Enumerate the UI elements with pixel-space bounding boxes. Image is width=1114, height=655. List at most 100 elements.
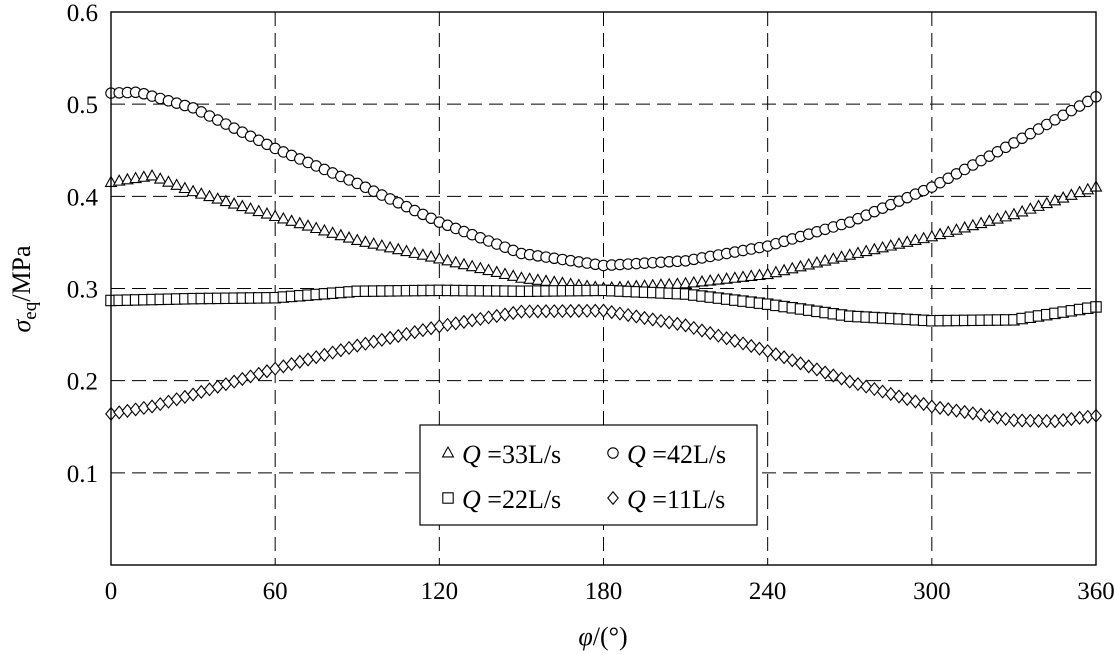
legend-box [419,424,758,526]
diamond-marker [367,334,380,349]
triangle-marker [153,172,167,184]
triangle-marker [342,231,356,243]
diamond-marker [827,368,840,383]
diamond-marker [868,381,881,397]
triangle-marker [129,171,143,184]
triangle-marker [408,246,422,258]
diamond-marker [187,387,199,402]
triangle-marker [186,184,200,197]
triangle-marker [523,272,537,284]
diamond-marker [236,371,249,387]
triangle-marker [260,207,274,219]
diamond-marker [958,404,971,420]
triangle-marker [424,250,438,262]
legend-var: Q [462,485,481,514]
diamond-marker [564,303,577,319]
triangle-marker [432,251,446,264]
triangle-marker [227,197,241,209]
triangle-marker [457,257,471,270]
legend-entry-label: Q =42L/s [627,440,726,469]
diamond-marker [1008,413,1020,428]
triangle-marker [334,228,348,241]
diamond-marker [425,321,438,336]
triangle-marker [744,269,758,281]
triangle-marker [375,238,389,251]
diamond-marker [400,326,413,342]
x-tick-label: 0 [105,578,118,605]
series-circle [105,86,1102,272]
diamond-marker [548,304,561,319]
diamond-marker [154,396,167,412]
diamond-marker [646,312,659,327]
diamond-marker [630,309,643,324]
diamond-marker [778,350,790,365]
diamond-marker [843,374,856,389]
diamond-marker [860,379,873,394]
diamond-marker [950,403,963,418]
diamond-marker [991,410,1004,425]
diamond-marker [1016,413,1029,428]
diamond-marker [285,356,298,372]
legend-var: Q [627,485,646,514]
x-axis-symbol: φ [578,622,592,651]
triangle-marker [211,192,225,204]
triangle-marker [252,204,266,217]
diamond-marker [679,318,692,333]
y-axis-subscript: eq [20,301,41,319]
diamond-marker [638,310,651,326]
diamond-marker [753,341,766,356]
triangle-marker [219,194,233,207]
diamond-marker [334,343,347,358]
triangle-marker [712,273,725,285]
legend-value: =42L/s [646,440,726,469]
x-axis-unit: /(°) [593,622,628,651]
triangle-marker [728,271,742,283]
diamond-marker [704,326,717,341]
diamond-marker [925,399,938,414]
series-diamond [105,303,1102,429]
triangle-marker [465,259,479,272]
x-tick-label: 60 [263,578,288,605]
triangle-marker [441,253,454,266]
triangle-marker [112,174,126,186]
diamond-marker [802,359,815,374]
triangle-marker [359,235,372,247]
diamond-marker [195,384,208,400]
legend: Q =33L/s Q =42L/sQ =22L/s Q =11L/s [419,424,758,526]
diamond-marker [884,386,897,402]
triangle-marker [383,240,397,253]
diamond-marker [417,323,429,338]
diamond-marker [597,303,610,318]
legend-value: =33L/s [481,440,561,469]
triangle-marker [367,237,381,249]
legend-var: Q [627,440,646,469]
triangle-marker [400,244,413,257]
diamond-marker [786,353,799,368]
diamond-marker [326,345,339,360]
triangle-marker [703,274,717,286]
triangle-marker [293,216,307,229]
diamond-marker [359,336,372,351]
diamond-marker [1024,413,1037,428]
diamond-marker [261,364,273,379]
y-axis-label: σeq/MPa [7,245,41,333]
triangle-marker [350,233,364,246]
diamond-marker [589,303,602,318]
tick-labels: 0 60 120 180 240 300 360 0.1 0.2 0.3 0.4 0.5 0.6 [67,0,1114,605]
legend-var: Q [462,440,481,469]
plot-frame [110,11,1097,566]
triangle-marker [203,189,216,202]
triangle-marker [268,209,282,222]
x-tick-label: 120 [421,578,459,605]
diamond-marker [302,352,314,367]
triangle-marker [137,170,151,182]
diamond-marker [556,303,569,319]
diamond-marker [384,330,396,346]
y-tick-label: 0.1 [67,461,98,488]
diamond-marker [162,394,175,409]
diamond-marker [572,303,585,318]
diamond-marker [745,338,758,354]
diamond-marker [392,328,405,344]
diamond-marker [375,332,388,347]
triangle-marker [194,187,208,199]
